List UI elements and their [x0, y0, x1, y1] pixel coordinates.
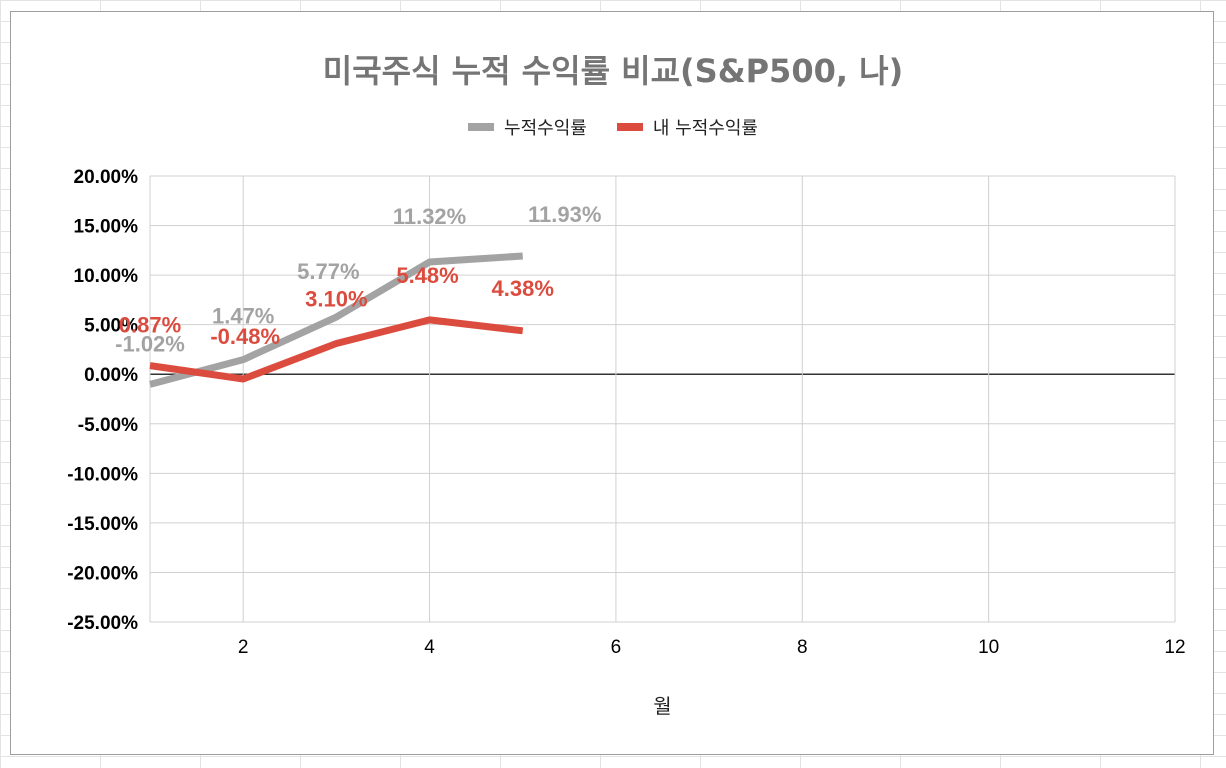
data-label: 0.87% [119, 313, 181, 338]
legend-swatch-red [616, 123, 643, 131]
x-tick-label: 6 [611, 637, 622, 658]
y-tick-label: 15.00% [74, 217, 139, 238]
y-tick-label: -10.00% [67, 464, 138, 485]
legend-item-my-cumulative-return[interactable]: 내 누적수익률 [616, 114, 758, 140]
series-line-cumulative-return [149, 252, 523, 388]
legend-label: 누적수익률 [504, 118, 587, 139]
data-label: 5.77% [297, 259, 359, 284]
legend-label: 내 누적수익률 [652, 118, 758, 139]
y-tick-label: 10.00% [74, 266, 139, 287]
x-tick-label: 12 [1164, 637, 1185, 658]
chart-title: 미국주식 누적 수익률 비교(S&P500, 나) [322, 52, 904, 90]
data-label: 4.38% [492, 276, 554, 301]
data-label: 3.10% [305, 286, 367, 311]
x-tick-label: 8 [797, 637, 808, 658]
legend-item-cumulative-return[interactable]: 누적수익률 [468, 114, 587, 140]
series-line-my-cumulative-return [149, 316, 524, 383]
y-tick-label: -20.00% [67, 563, 138, 584]
y-tick-label: 20.00% [74, 167, 139, 188]
x-axis-title: 월 [653, 694, 671, 718]
legend-swatch-gray [468, 123, 495, 131]
data-label: 5.48% [396, 263, 458, 288]
data-label: 11.32% [393, 204, 466, 229]
data-label: -0.48% [210, 324, 280, 349]
chart-frame[interactable] [10, 11, 1214, 755]
data-label: -1.02% [115, 331, 185, 356]
x-tick-label: 2 [238, 637, 249, 658]
data-label: 11.93% [528, 202, 601, 227]
chart-legend: 누적수익률 내 누적수익률 [0, 114, 1226, 140]
y-tick-label: -25.00% [67, 613, 138, 634]
y-tick-label: 5.00% [84, 316, 138, 337]
x-tick-label: 4 [424, 637, 435, 658]
y-tick-label: -5.00% [78, 415, 138, 436]
y-tick-label: -15.00% [67, 514, 138, 535]
data-label: 1.47% [212, 304, 274, 329]
y-tick-label: 0.00% [84, 365, 138, 386]
x-tick-label: 10 [978, 637, 999, 658]
